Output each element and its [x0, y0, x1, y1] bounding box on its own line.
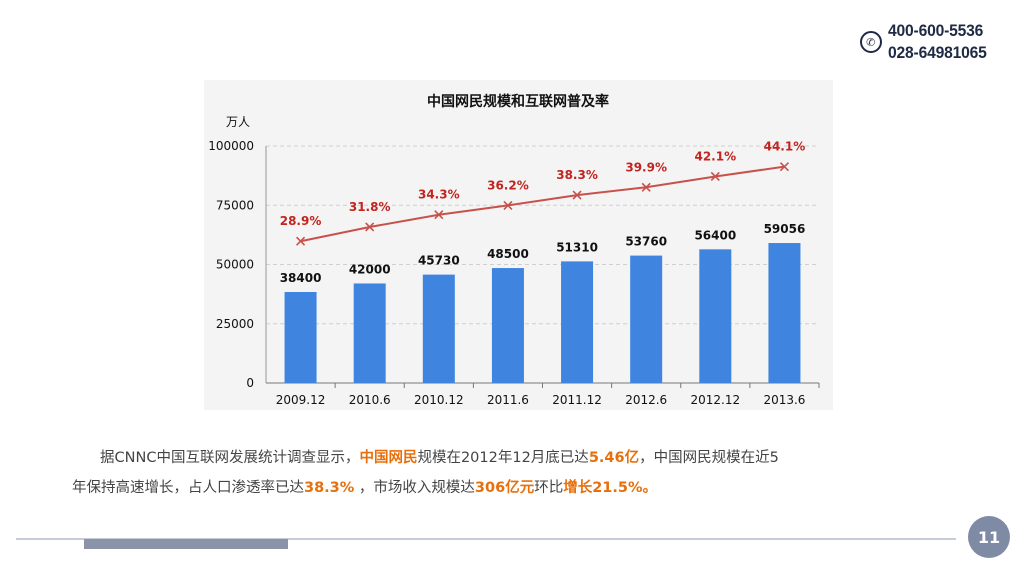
line-value-label: 44.1% [764, 140, 806, 154]
bar-value-label: 48500 [487, 247, 529, 261]
x-tick-label: 2012.12 [691, 393, 741, 407]
paragraph-line-2: 年保持高速增长，占人口渗透率已达38.3% ，市场收入规模达306亿元环比增长2… [72, 473, 902, 503]
highlight-user-count: 5.46亿 [588, 450, 640, 466]
bar [561, 261, 594, 383]
bar-value-label: 59056 [764, 222, 806, 236]
bar [422, 274, 455, 383]
x-tick-label: 2009.12 [276, 393, 326, 407]
phone-icon: ✆ [859, 31, 882, 53]
footer-accent-bar [84, 539, 288, 549]
contact-block: ✆ 400-600-5536 028-64981065 [859, 20, 995, 64]
line-value-label: 38.3% [556, 168, 598, 182]
bar [768, 243, 801, 383]
line-value-label: 39.9% [625, 160, 667, 174]
phone-numbers: 400-600-5536 028-64981065 [888, 20, 995, 64]
text-seg-5: ，中国网民规模在近5 [639, 450, 779, 466]
y-tick-label: 75000 [216, 198, 254, 212]
chart-panel: 中国网民规模和互联网普及率万人 0 25000 50000 75000 100000 384… [204, 80, 833, 410]
page-number-badge: 11 [968, 516, 1010, 558]
chart-title: 中国网民规模和互联网普及率 [427, 93, 609, 110]
bar [630, 255, 663, 383]
highlight-netizens: 中国网民 [359, 450, 418, 466]
y-tick-label: 50000 [216, 258, 254, 272]
text-seg-6: 年保持高速增长，占人口渗透率已达 [72, 480, 304, 496]
line-value-label: 42.1% [694, 149, 736, 163]
line-point-marker [572, 190, 582, 200]
bar [353, 283, 386, 383]
bar-value-label: 45730 [418, 254, 460, 268]
line-point-marker [710, 171, 720, 182]
bar-value-label: 38400 [280, 271, 322, 285]
x-tick-label: 2012.6 [625, 393, 667, 407]
x-tick-label: 2013.6 [763, 393, 805, 407]
phone-number-2: 028-64981065 [887, 43, 987, 62]
paragraph-line-1: 据CNNC中国互联网发展统计调查显示，中国网民规模在2012年12月底已达5.4… [72, 443, 902, 473]
y-axis-label: 万人 [226, 115, 250, 129]
line-value-label: 34.3% [418, 188, 460, 202]
y-tick-label: 100000 [208, 139, 254, 153]
bar-value-label: 51310 [556, 240, 598, 254]
description-paragraph: 据CNNC中国互联网发展统计调查显示，中国网民规模在2012年12月底已达5.4… [72, 443, 902, 503]
line-point-marker [295, 236, 306, 246]
line-value-label: 28.9% [280, 214, 322, 228]
text-seg-1: 据CNNC中国互联网发展统计调查显示， [100, 450, 360, 466]
y-tick-label: 25000 [216, 317, 254, 331]
penetration-line [300, 165, 785, 243]
bar [699, 249, 732, 383]
highlight-penetration: 38.3% [304, 480, 355, 496]
line-point-marker [641, 182, 651, 192]
line-point-marker [779, 162, 790, 172]
text-seg-3: 规模在2012年12月底已达 [417, 450, 589, 466]
phone-number-1: 400-600-5536 [887, 21, 983, 40]
text-seg-8: ，市场收入规模达 [354, 480, 475, 496]
footer-divider [16, 538, 956, 540]
line-value-label: 36.2% [487, 178, 529, 192]
bar [491, 268, 524, 383]
bar-value-label: 53760 [625, 235, 667, 249]
y-tick-label: 0 [246, 376, 254, 390]
x-tick-label: 2011.6 [487, 393, 529, 407]
line-value-label: 31.8% [349, 200, 391, 214]
x-tick-label: 2010.12 [414, 393, 464, 407]
highlight-revenue: 306亿元 [474, 480, 535, 496]
bar-value-label: 42000 [349, 262, 391, 276]
x-tick-label: 2010.6 [349, 393, 391, 407]
text-seg-10: 环比 [534, 480, 564, 496]
bar-value-label: 56400 [694, 228, 736, 242]
highlight-growth: 增长21.5%。 [563, 480, 658, 496]
line-point-marker [365, 222, 375, 232]
x-tick-label: 2011.12 [552, 393, 602, 407]
line-point-marker [503, 200, 513, 210]
bar [284, 291, 317, 383]
line-point-marker [434, 210, 444, 220]
